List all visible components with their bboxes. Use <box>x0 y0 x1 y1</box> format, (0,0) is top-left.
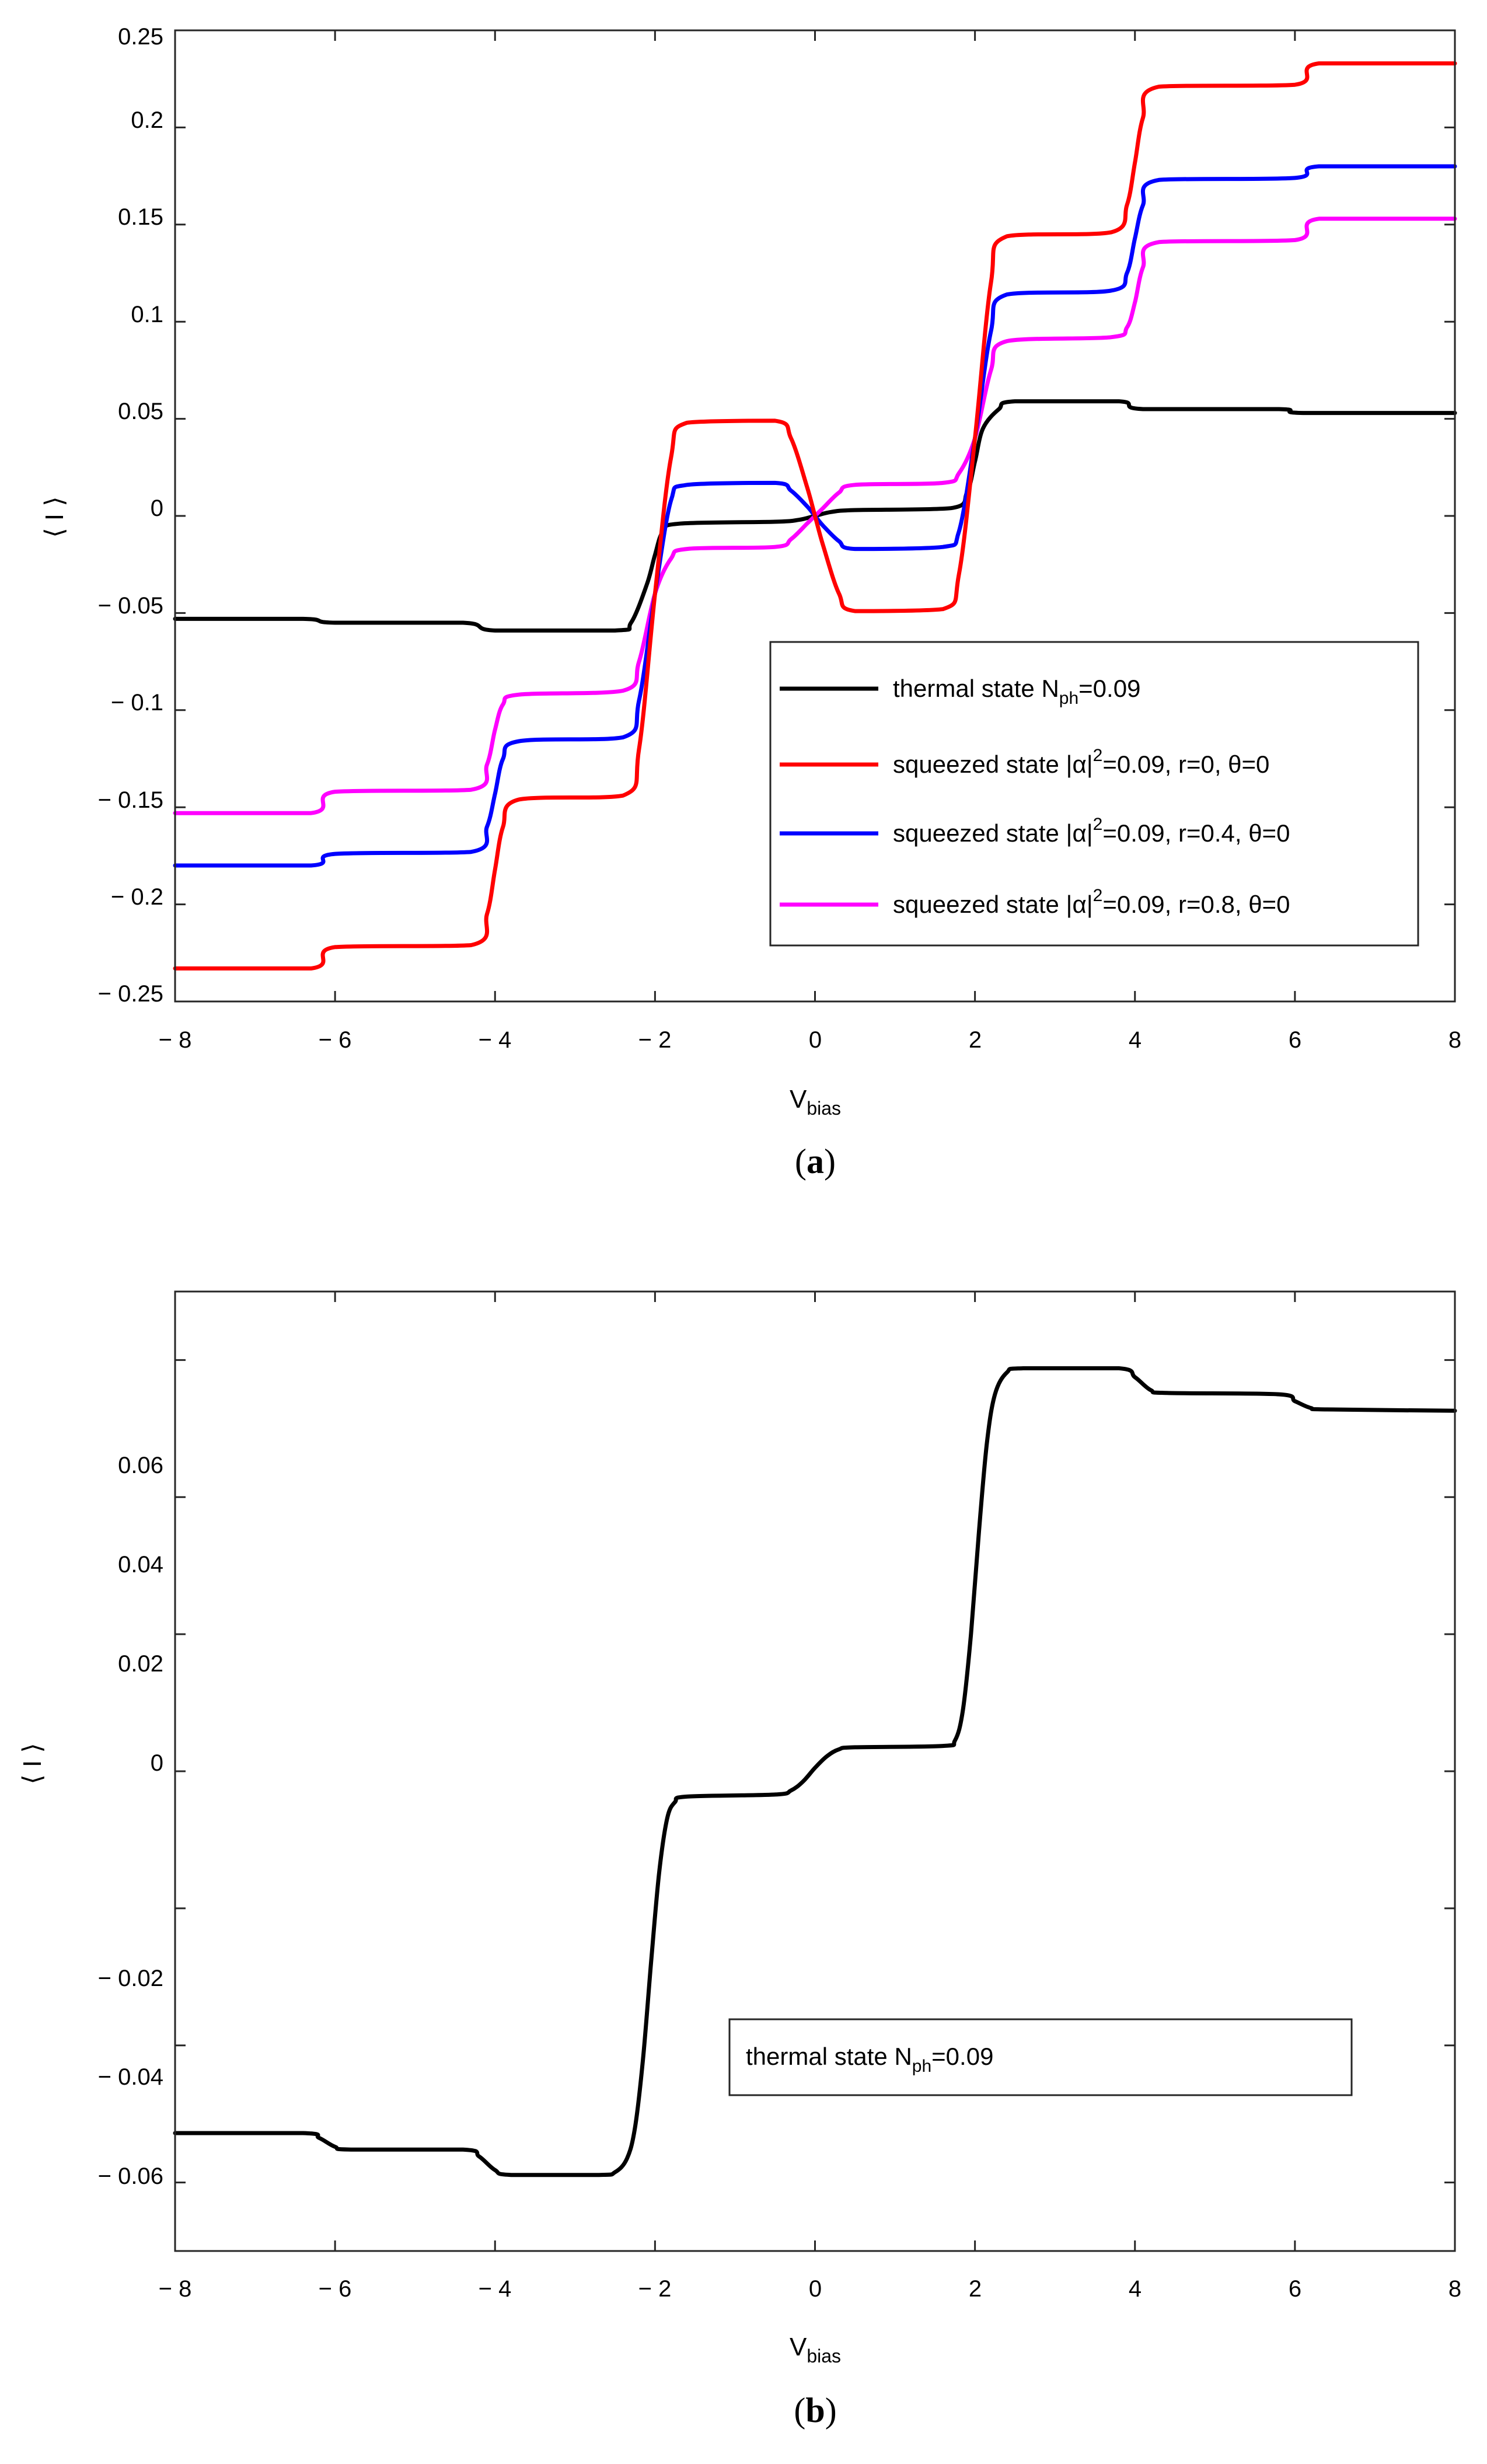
panel-b-x-axis-label-sub: bias <box>807 2346 841 2367</box>
panel-a-series-red-line <box>173 61 1457 971</box>
panel-a-ytick-label: − 0.25 <box>98 981 163 1007</box>
panel-a-legend-label-magenta: squeezed state |α|2=0.09, r=0.8, θ=0 <box>893 886 1290 918</box>
panel-a-legend-label-red: squeezed state |α|2=0.09, r=0, θ=0 <box>893 746 1269 778</box>
panel-a-y-axis-label: ⟨ I ⟩ <box>40 496 69 538</box>
panel-a-ytick-label: 0.05 <box>118 399 163 424</box>
panel-a-x-axis-label-main: V <box>790 1085 807 1114</box>
panel-a-ytick-label: 0 <box>151 495 163 521</box>
panel-b-plot-lines <box>173 1292 1457 2251</box>
panel-b-x-ticks: − 8 − 6 − 4 − 2 0 2 4 6 8 <box>159 2276 1461 2302</box>
panel-b-ytick-label: − 0.04 <box>98 2064 163 2090</box>
panel-b-legend: thermal state Nph=0.09 <box>728 2018 1353 2096</box>
panel-a-xtick-label: 4 <box>1129 1027 1142 1053</box>
panel-a-x-axis-label-sub: bias <box>807 1098 841 1119</box>
panel-a-legend: thermal state Nph=0.09 squeezed state |α… <box>769 641 1419 947</box>
panel-a-x-ticks: − 8 − 6 − 4 − 2 0 2 4 6 8 <box>159 1027 1461 1053</box>
panel-a-legend-label-blue: squeezed state |α|2=0.09, r=0.4, θ=0 <box>893 815 1290 847</box>
panel-a-ytick-label: − 0.2 <box>111 884 163 910</box>
panel-a-legend-box <box>769 641 1419 947</box>
panel-b-legend-label-thermal: thermal state Nph=0.09 <box>746 2043 993 2076</box>
panel-a-y-ticks: − 0.25 − 0.2 − 0.15 − 0.1 − 0.05 0 0.05 … <box>98 24 163 1007</box>
panel-b-x-axis-label: Vbias <box>790 2333 841 2367</box>
panel-b-xtick-label: − 2 <box>638 2276 672 2302</box>
panel-b-x-axis-label-main: V <box>790 2333 807 2361</box>
panel-a-xtick-label: − 8 <box>159 1027 192 1053</box>
panel-b-legend-box <box>728 2018 1353 2096</box>
panel-a-xtick-label: − 6 <box>319 1027 352 1053</box>
panel-b-ytick-label: − 0.02 <box>98 1966 163 1991</box>
panel-b-xtick-label: 6 <box>1289 2276 1301 2302</box>
panel-a-xtick-label: 8 <box>1448 1027 1461 1053</box>
panel-a-ytick-label: 0.2 <box>131 107 163 133</box>
panel-b-xtick-label: 0 <box>809 2276 822 2302</box>
panel-b-y-ticks: − 0.06 − 0.04 − 0.02 0 0.02 0.04 0.06 <box>98 1453 163 2189</box>
panel-b-xtick-label: − 8 <box>159 2276 192 2302</box>
panel-a-ytick-label: 0.15 <box>118 204 163 230</box>
panel-a-xtick-label: − 4 <box>479 1027 512 1053</box>
panel-b-ytick-label: 0 <box>151 1750 163 1776</box>
panel-a-ytick-label: 0.1 <box>131 302 163 327</box>
panel-b-xtick-label: 2 <box>969 2276 982 2302</box>
panel-a-xtick-label: 0 <box>809 1027 822 1053</box>
panel-a-plot-lines <box>173 29 1457 1003</box>
panel-a-ytick-label: − 0.05 <box>98 593 163 619</box>
panel-b: − 0.06 − 0.04 − 0.02 0 0.02 0.04 0.06 − … <box>18 1290 1461 2430</box>
panel-a-xtick-label: − 2 <box>638 1027 672 1053</box>
panel-a: − 0.25 − 0.2 − 0.15 − 0.1 − 0.05 0 0.05 … <box>40 24 1461 1181</box>
panel-a-xtick-label: 6 <box>1289 1027 1301 1053</box>
panel-b-y-axis-label: ⟨ I ⟩ <box>18 1743 47 1784</box>
panel-a-axes-box <box>174 29 1456 1003</box>
panel-b-axes-box <box>174 1290 1456 2252</box>
panel-b-xtick-label: − 6 <box>319 2276 352 2302</box>
panel-b-xtick-label: 8 <box>1448 2276 1461 2302</box>
panel-b-ytick-label: − 0.06 <box>98 2163 163 2189</box>
panel-a-legend-label-thermal: thermal state Nph=0.09 <box>893 675 1140 708</box>
panel-b-caption: (b) <box>794 2391 836 2430</box>
panel-b-xtick-label: 4 <box>1129 2276 1142 2302</box>
panel-b-ytick-label: 0.02 <box>118 1651 163 1677</box>
panel-b-xtick-label: − 4 <box>479 2276 512 2302</box>
panel-a-ytick-label: − 0.15 <box>98 787 163 813</box>
panel-b-ytick-label: 0.06 <box>118 1453 163 1478</box>
panel-a-xtick-label: 2 <box>969 1027 982 1053</box>
panel-a-ytick-label: − 0.1 <box>111 690 163 716</box>
panel-a-ytick-label: 0.25 <box>118 24 163 50</box>
panel-b-series-thermal-line <box>173 1366 1457 2177</box>
panel-a-caption: (a) <box>795 1142 836 1181</box>
panel-b-ytick-label: 0.04 <box>118 1552 163 1577</box>
panel-a-x-axis-label: Vbias <box>790 1085 841 1119</box>
